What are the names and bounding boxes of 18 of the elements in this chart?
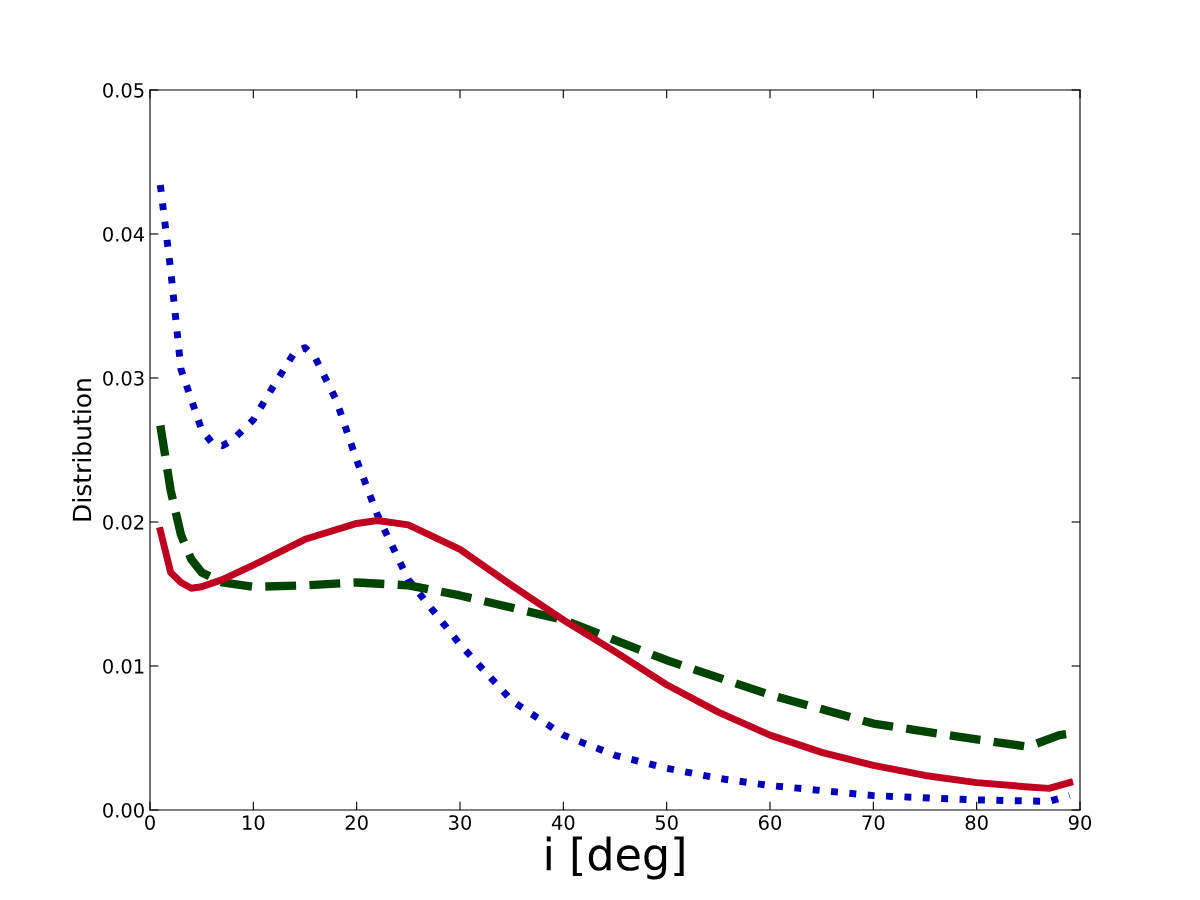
x-tick-label: 70 [862, 815, 885, 830]
x-tick-label: 30 [449, 815, 472, 830]
x-tick-label: 60 [758, 815, 782, 830]
y-tick-label: 0.01 [103, 658, 144, 674]
y-tick-label: 0.02 [103, 514, 144, 530]
x-tick-label: 0 [145, 815, 155, 830]
y-axis-title: Distribution [72, 379, 92, 521]
x-tick-label: 20 [345, 815, 368, 830]
x-tick-label: 90 [1068, 815, 1092, 830]
y-tick-label: 0.04 [103, 226, 145, 242]
x-tick-label: 10 [243, 815, 265, 830]
y-tick-label: 0.00 [103, 802, 144, 818]
x-tick-label: 50 [655, 815, 678, 830]
y-tick-label: 0.03 [103, 370, 144, 386]
x-tick-label: 40 [551, 815, 575, 830]
y-tick-label: 0.05 [103, 82, 144, 98]
x-axis-title: i [deg] [546, 836, 684, 880]
x-tick-label: 80 [965, 815, 988, 830]
